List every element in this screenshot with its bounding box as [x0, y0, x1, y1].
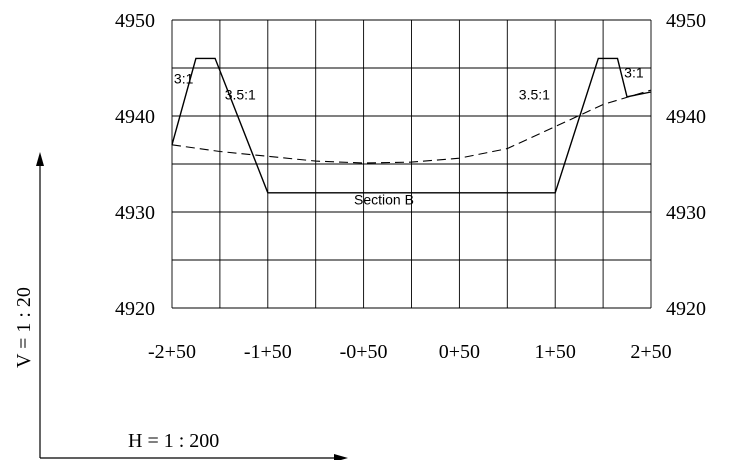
vertical-scale-arrow-head	[36, 152, 44, 166]
x-tick-label: -0+50	[340, 341, 388, 363]
horizontal-scale-arrow-head	[334, 454, 348, 462]
scale-indicators: V = 1 : 20 H = 1 : 200	[13, 152, 348, 462]
grid	[171, 19, 652, 309]
y-tick-label-left: 4950	[115, 10, 155, 32]
tick-labels: -2+50 -1+50 -0+50 0+50 1+50 2+50 4950 4940 4930 4…	[115, 10, 706, 363]
y-tick-label-right: 4950	[666, 10, 706, 32]
x-tick-label: -2+50	[148, 341, 196, 363]
y-tick-label-right: 4930	[666, 202, 706, 224]
y-tick-label-right: 4920	[666, 298, 706, 320]
y-tick-label-left: 4920	[115, 298, 155, 320]
vertical-scale-label: V = 1 : 20	[13, 287, 35, 368]
slope-annotation: 3.5:1	[519, 87, 550, 103]
annotations: 3:1 3.5:1 Section B 3.5:1 3:1	[174, 65, 644, 208]
slope-annotation: 3:1	[174, 70, 194, 86]
slope-annotation: 3.5:1	[225, 87, 256, 103]
x-tick-label: 0+50	[439, 341, 480, 363]
slope-annotation: 3:1	[624, 65, 644, 81]
x-tick-label: -1+50	[244, 341, 292, 363]
y-tick-label-right: 4940	[666, 106, 706, 128]
design-section-line	[171, 57, 652, 194]
y-tick-label-left: 4940	[115, 106, 155, 128]
existing-ground-line	[171, 89, 652, 164]
series-layer	[171, 57, 652, 194]
x-tick-label: 1+50	[535, 341, 576, 363]
section-label: Section B	[354, 191, 414, 207]
y-tick-label-left: 4930	[115, 202, 155, 224]
x-tick-label: 2+50	[630, 341, 671, 363]
horizontal-scale-label: H = 1 : 200	[128, 430, 219, 452]
